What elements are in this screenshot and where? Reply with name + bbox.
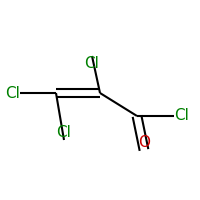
Text: Cl: Cl [85, 56, 99, 71]
Text: O: O [138, 135, 150, 150]
Text: Cl: Cl [5, 86, 20, 100]
Text: Cl: Cl [174, 108, 189, 123]
Text: Cl: Cl [57, 125, 71, 140]
